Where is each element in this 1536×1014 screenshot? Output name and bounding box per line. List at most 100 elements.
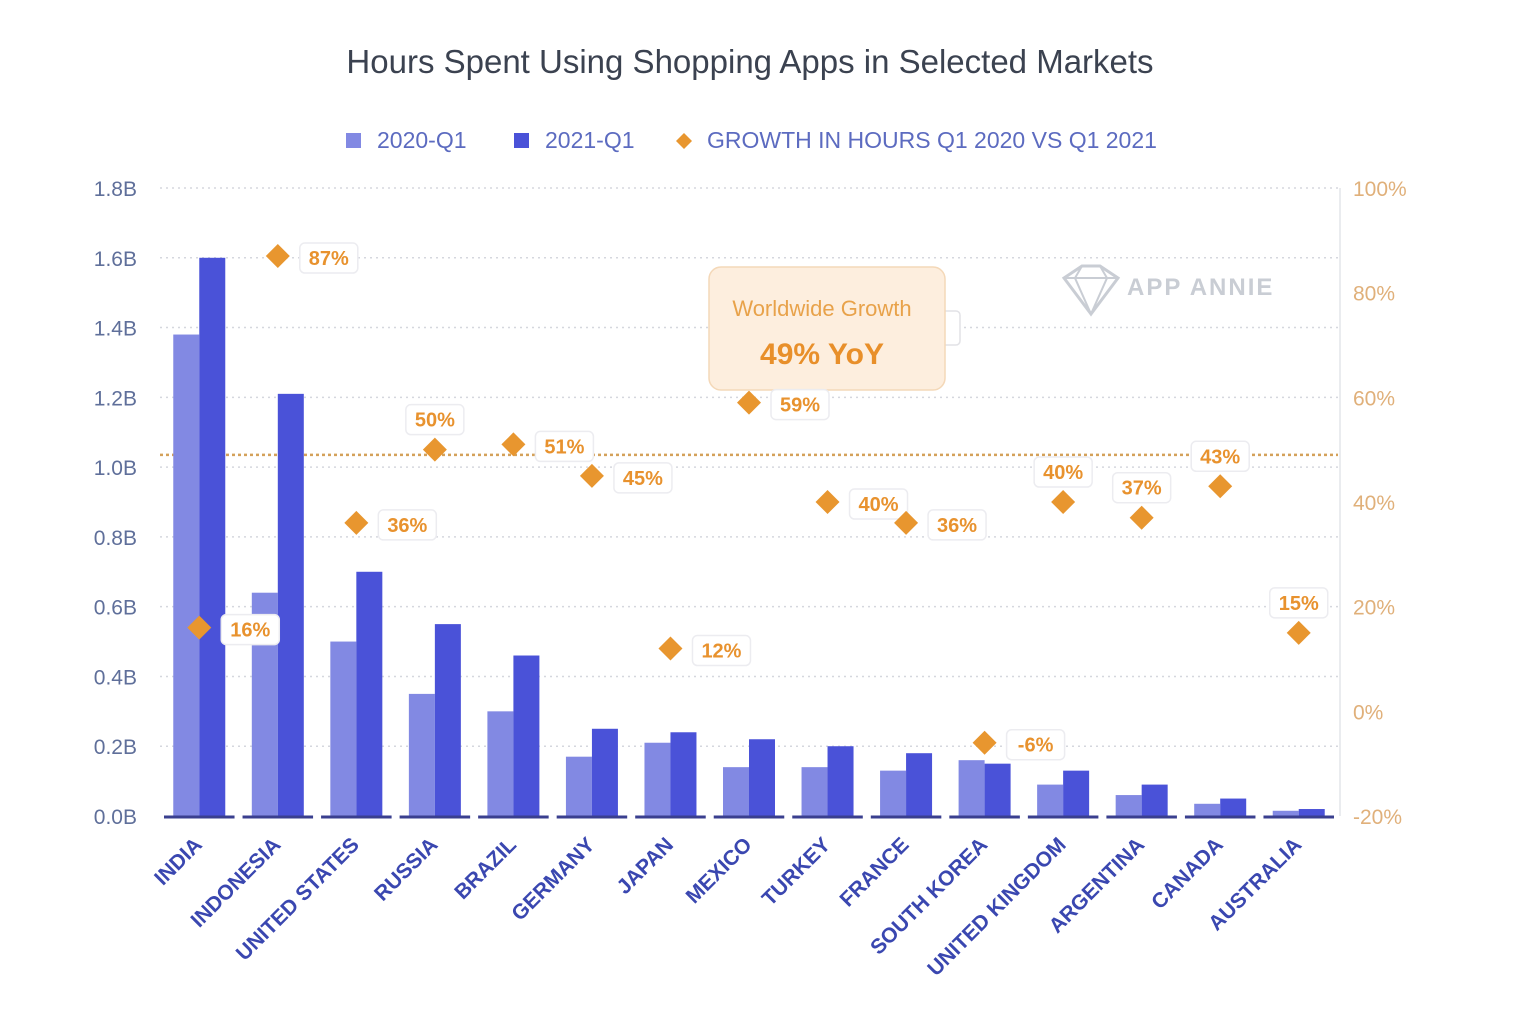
bar-2020-q1 <box>723 767 749 816</box>
bar-2020-q1 <box>880 770 907 816</box>
y-left-tick-label: 1.6B <box>94 248 137 271</box>
growth-label-box <box>534 430 595 463</box>
bar-2021-q1 <box>984 763 1011 816</box>
growth-markers: 16% 87% 36% 50% 51% 45% 12% 59% 40% 36% -6% 40% 37% 4… <box>187 242 1329 761</box>
bar-2021-q1 <box>827 746 854 816</box>
growth-label-box <box>1005 728 1066 761</box>
growth-point: 40% <box>815 488 909 520</box>
growth-marker <box>737 390 761 415</box>
growth-label: 87% <box>309 248 349 270</box>
growth-marker <box>501 432 526 457</box>
growth-marker <box>1208 474 1233 499</box>
legend-label: GROWTH IN HOURS Q1 2020 VS Q1 2021 <box>707 127 1157 153</box>
growth-label: 43% <box>1200 446 1240 468</box>
growth-point: 16% <box>187 613 281 646</box>
growth-marker <box>658 636 683 661</box>
chart-legend: 2020-Q1 2021-Q1 GROWTH IN HOURS Q1 2020 VS… <box>346 127 1157 153</box>
legend-swatch <box>514 133 529 148</box>
y-left-tick-label: 0.4B <box>94 666 137 689</box>
y-right-tick-label: 60% <box>1353 387 1395 410</box>
growth-marker <box>422 437 447 462</box>
growth-marker <box>1129 505 1154 530</box>
y-left-tick-label: 1.0B <box>94 457 137 480</box>
bar-2021-q1 <box>670 732 697 816</box>
growth-marker <box>187 615 212 640</box>
y-right-tick-label: 80% <box>1353 283 1395 306</box>
bar-2021-q1 <box>199 257 226 816</box>
bar-2020-q1 <box>1194 803 1221 816</box>
growth-label: 40% <box>859 494 899 516</box>
growth-label-box <box>927 509 987 541</box>
x-tick-label: FRANCE <box>835 833 913 911</box>
growth-point: 87% <box>265 242 359 274</box>
x-tick-label: TURKEY <box>758 833 835 910</box>
growth-label-box <box>848 488 909 520</box>
growth-point: 45% <box>579 462 673 494</box>
growth-label: 59% <box>780 395 820 417</box>
growth-marker <box>972 730 997 755</box>
bar-2020-q1 <box>1272 810 1299 816</box>
bar-2020-q1 <box>173 334 200 816</box>
growth-marker <box>265 244 290 269</box>
growth-label: 37% <box>1122 478 1162 500</box>
legend-swatch <box>676 133 692 149</box>
growth-point: 12% <box>658 634 752 667</box>
legend-swatch <box>346 133 361 148</box>
x-tick-label: UNITED KINGDOM <box>923 833 1070 980</box>
y-left-tick-label: 0.2B <box>94 736 137 759</box>
growth-label-box <box>691 634 752 667</box>
category-group: RUSSIA <box>370 624 471 906</box>
growth-point: 51% <box>501 430 595 463</box>
legend-item: 2021-Q1 <box>514 127 635 153</box>
bar-2021-q1 <box>277 393 304 816</box>
y-right-tick-label: -20% <box>1353 806 1402 829</box>
x-tick-label: RUSSIA <box>370 833 442 905</box>
legend-item: 2020-Q1 <box>346 127 467 153</box>
growth-point: -6% <box>972 728 1066 761</box>
callout-title: Worldwide Growth <box>732 296 911 321</box>
y-right-tick-label: 40% <box>1353 492 1395 515</box>
growth-label-box <box>1268 587 1329 619</box>
bar-2020-q1 <box>644 742 671 816</box>
growth-label: 16% <box>230 620 270 642</box>
chart-title: Hours Spent Using Shopping Apps in Selec… <box>346 43 1153 80</box>
bar-2020-q1 <box>565 756 592 816</box>
bar-2020-q1 <box>1115 795 1142 816</box>
growth-label: 15% <box>1279 593 1319 615</box>
bar-2020-q1 <box>408 693 435 816</box>
bar-2021-q1 <box>1298 809 1325 816</box>
y-left-tick-label: 1.2B <box>94 387 137 410</box>
growth-point: 40% <box>1033 456 1093 514</box>
y-left-tick-label: 0.8B <box>94 527 137 550</box>
growth-label: 36% <box>387 515 427 537</box>
bar-2021-q1 <box>434 624 461 816</box>
legend-label: 2020-Q1 <box>377 127 467 153</box>
y-left-tick-label: 0.6B <box>94 597 137 620</box>
bar-2021-q1 <box>513 655 540 816</box>
bar-2020-q1 <box>801 767 828 816</box>
bar-2021-q1 <box>591 728 618 816</box>
growth-label-box <box>405 403 465 436</box>
y-right-tick-label: 0% <box>1353 701 1383 724</box>
growth-label-box <box>299 242 359 274</box>
growth-label: 51% <box>544 436 584 458</box>
bar-2021-q1 <box>356 571 383 816</box>
axes: 0.0B 0.2B 0.4B 0.6B 0.8B 1.0B 1.2B 1.4B 1.6B 1.8B… <box>94 178 1407 829</box>
growth-point: 43% <box>1190 440 1250 499</box>
category-group: INDIA <box>150 257 235 890</box>
growth-point: 36% <box>344 509 438 541</box>
bar-2021-q1 <box>1063 770 1090 816</box>
growth-marker <box>1051 490 1076 514</box>
bar-2021-q1 <box>906 753 933 816</box>
legend-label: 2021-Q1 <box>545 127 635 153</box>
x-tick-label: CANADA <box>1147 833 1228 914</box>
y-left-tick-label: 1.4B <box>94 318 137 341</box>
bar-2021-q1 <box>749 739 775 816</box>
growth-label-box <box>613 462 673 494</box>
growth-marker <box>344 510 369 535</box>
growth-label: 12% <box>701 641 741 663</box>
callout-box <box>708 266 946 391</box>
x-tick-label: JAPAN <box>613 833 678 898</box>
